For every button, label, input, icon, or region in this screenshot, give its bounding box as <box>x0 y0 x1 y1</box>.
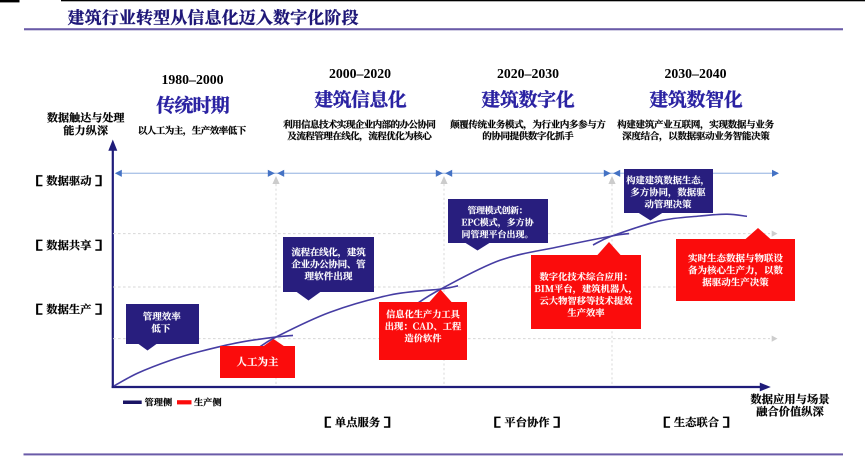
svg-text:2020–2030: 2020–2030 <box>497 66 559 81</box>
svg-text:2000–2020: 2000–2020 <box>329 66 391 81</box>
svg-text:1980–2000: 1980–2000 <box>161 72 223 87</box>
svg-text:2030–2040: 2030–2040 <box>664 66 726 81</box>
